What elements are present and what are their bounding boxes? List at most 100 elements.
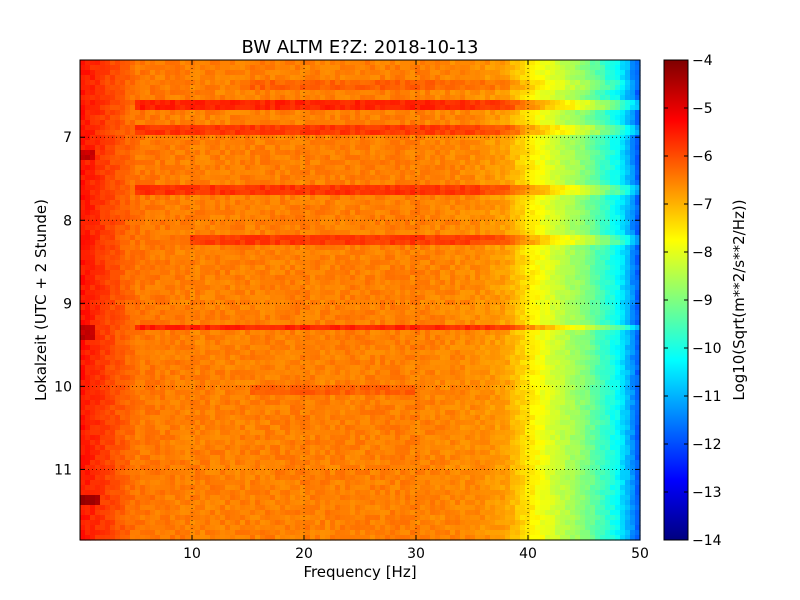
heatmap-cell bbox=[120, 255, 126, 261]
heatmap-cell bbox=[360, 145, 366, 151]
heatmap-cell bbox=[265, 60, 271, 66]
heatmap-cell bbox=[100, 255, 106, 261]
heatmap-cell bbox=[450, 235, 456, 241]
heatmap-cell bbox=[250, 260, 256, 266]
heatmap-cell bbox=[335, 65, 341, 71]
heatmap-cell bbox=[355, 85, 361, 91]
heatmap-cell bbox=[575, 275, 581, 281]
heatmap-cell bbox=[305, 160, 311, 166]
heatmap-cell bbox=[350, 230, 356, 236]
heatmap-cell bbox=[300, 135, 306, 141]
heatmap-cell bbox=[285, 190, 291, 196]
heatmap-cell bbox=[430, 135, 436, 141]
heatmap-cell bbox=[195, 250, 201, 256]
heatmap-cell bbox=[355, 175, 361, 181]
heatmap-cell bbox=[240, 210, 246, 216]
heatmap-cell bbox=[490, 110, 496, 116]
heatmap-cell bbox=[260, 120, 266, 126]
heatmap-cell bbox=[305, 100, 311, 106]
heatmap-cell bbox=[580, 230, 586, 236]
heatmap-cell bbox=[290, 180, 296, 186]
heatmap-cell bbox=[245, 255, 251, 261]
heatmap-cell bbox=[185, 130, 191, 136]
heatmap-cell bbox=[320, 155, 326, 161]
heatmap-cell bbox=[560, 275, 566, 281]
heatmap-cell bbox=[450, 200, 456, 206]
heatmap-cell bbox=[395, 60, 401, 66]
heatmap-cell bbox=[305, 75, 311, 81]
heatmap-cell bbox=[365, 75, 371, 81]
heatmap-cell bbox=[575, 110, 581, 116]
heatmap-cell bbox=[280, 210, 286, 216]
heatmap-cell bbox=[365, 95, 371, 101]
heatmap-cell bbox=[105, 255, 111, 261]
heatmap-cell bbox=[195, 85, 201, 91]
heatmap-cell bbox=[350, 115, 356, 121]
heatmap-cell bbox=[215, 275, 221, 281]
heatmap-cell bbox=[265, 75, 271, 81]
heatmap-cell bbox=[510, 230, 516, 236]
heatmap-cell bbox=[385, 100, 391, 106]
heatmap-cell bbox=[460, 260, 466, 266]
heatmap-cell bbox=[555, 115, 561, 121]
heatmap-cell bbox=[390, 265, 396, 271]
heatmap-cell bbox=[100, 265, 106, 271]
heatmap-cell bbox=[505, 245, 511, 251]
heatmap-cell bbox=[480, 240, 486, 246]
heatmap-cell bbox=[605, 235, 611, 241]
heatmap-cell bbox=[100, 65, 106, 71]
heatmap-cell bbox=[425, 60, 431, 66]
heatmap-cell bbox=[450, 265, 456, 271]
heatmap-cell bbox=[630, 90, 636, 96]
heatmap-cell bbox=[80, 215, 86, 221]
heatmap-cell bbox=[350, 270, 356, 276]
heatmap-cell bbox=[310, 60, 316, 66]
heatmap-cell bbox=[450, 70, 456, 76]
heatmap-cell bbox=[310, 90, 316, 96]
heatmap-cell bbox=[205, 200, 211, 206]
heatmap-cell bbox=[345, 120, 351, 126]
heatmap-cell bbox=[170, 120, 176, 126]
heatmap-cell bbox=[605, 115, 611, 121]
heatmap-cell bbox=[145, 80, 151, 86]
heatmap-cell bbox=[350, 130, 356, 136]
heatmap-cell bbox=[455, 85, 461, 91]
heatmap-cell bbox=[125, 210, 131, 216]
heatmap-cell bbox=[425, 270, 431, 276]
heatmap-cell bbox=[530, 130, 536, 136]
heatmap-cell bbox=[610, 95, 616, 101]
heatmap-cell bbox=[465, 195, 471, 201]
heatmap-cell bbox=[115, 195, 121, 201]
heatmap-cell bbox=[490, 165, 496, 171]
heatmap-cell bbox=[310, 130, 316, 136]
heatmap-cell bbox=[335, 215, 341, 221]
heatmap-cell bbox=[320, 220, 326, 226]
heatmap-cell bbox=[510, 85, 516, 91]
heatmap-cell bbox=[400, 265, 406, 271]
heatmap-cell bbox=[530, 125, 536, 131]
heatmap-cell bbox=[130, 270, 136, 276]
heatmap-cell bbox=[480, 150, 486, 156]
heatmap-cell bbox=[315, 115, 321, 121]
heatmap-cell bbox=[375, 155, 381, 161]
heatmap-cell bbox=[315, 240, 321, 246]
heatmap-cell bbox=[505, 265, 511, 271]
heatmap-cell bbox=[345, 210, 351, 216]
heatmap-cell bbox=[415, 275, 421, 281]
heatmap-cell bbox=[615, 195, 621, 201]
heatmap-cell bbox=[185, 275, 191, 281]
heatmap-cell bbox=[140, 70, 146, 76]
heatmap-cell bbox=[185, 155, 191, 161]
heatmap-cell bbox=[405, 100, 411, 106]
heatmap-cell bbox=[275, 165, 281, 171]
heatmap-cell bbox=[580, 265, 586, 271]
heatmap-cell bbox=[255, 115, 261, 121]
heatmap-cell bbox=[115, 230, 121, 236]
heatmap-cell bbox=[395, 125, 401, 131]
heatmap-cell bbox=[335, 140, 341, 146]
heatmap-cell bbox=[325, 205, 331, 211]
heatmap-cell bbox=[585, 140, 591, 146]
heatmap-cell bbox=[440, 165, 446, 171]
heatmap-cell bbox=[285, 80, 291, 86]
heatmap-cell bbox=[330, 240, 336, 246]
